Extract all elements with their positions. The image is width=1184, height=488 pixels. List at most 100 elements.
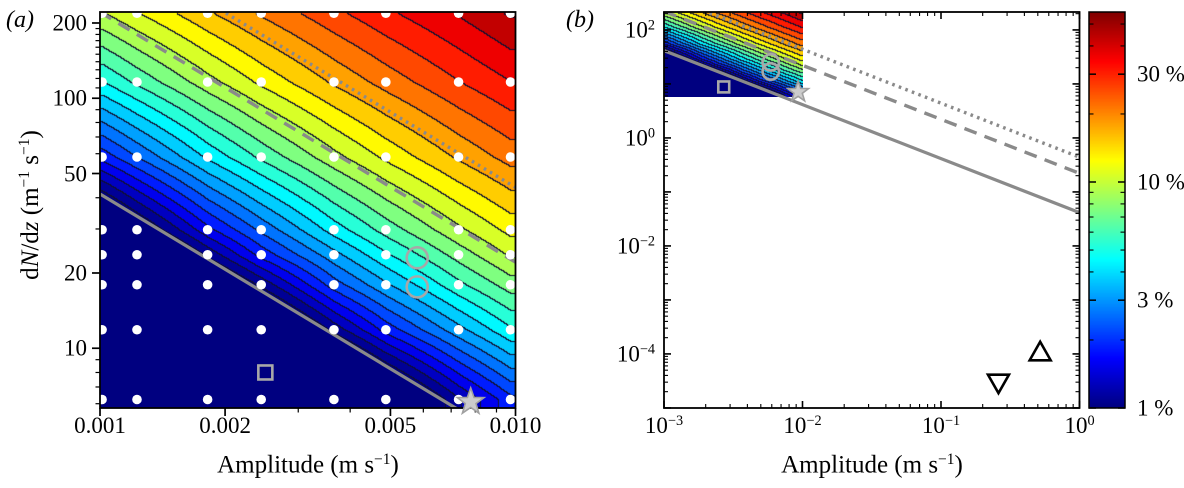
sample-dot	[381, 279, 391, 290]
sample-dot	[329, 249, 339, 260]
tick-base: 10	[624, 17, 648, 43]
sample-dot	[381, 249, 391, 260]
tick-base: 10	[783, 413, 807, 438]
label-run: d	[16, 267, 44, 280]
sample-dot	[202, 77, 213, 87]
sample-dot	[381, 324, 391, 335]
tick-exponent: −2	[806, 413, 822, 430]
label-run: z	[16, 221, 44, 232]
panel-b-x-tick-label: 10−2	[783, 414, 821, 437]
label-run: −1	[374, 451, 391, 468]
colorbar-tick-label: 10 %	[1137, 169, 1184, 195]
tick-base: 10	[1064, 413, 1088, 438]
sample-dot	[202, 224, 213, 235]
label-run: )	[16, 130, 44, 139]
sample-dot	[329, 152, 339, 162]
sample-dot	[256, 152, 267, 162]
sample-dot	[100, 12, 107, 19]
panel-a-frame	[99, 11, 517, 409]
tick-base: 10	[616, 341, 640, 367]
square-marker	[257, 364, 274, 381]
sample-dot	[505, 224, 516, 235]
sample-dot	[505, 324, 516, 335]
star-marker	[785, 78, 811, 103]
sample-dot	[329, 394, 339, 405]
sample-dot	[505, 12, 516, 19]
sample-dot	[202, 394, 213, 405]
tick-base: 10	[616, 233, 640, 259]
label-run: /d	[16, 231, 44, 251]
panel-a-y-tick-label: 20	[64, 260, 87, 286]
sample-dot	[329, 324, 339, 335]
panel-a-reference-dashed-line	[100, 12, 516, 264]
sample-dot	[329, 224, 339, 235]
label-run: )	[390, 451, 399, 479]
panel-a-x-tick-label: 0.002	[199, 413, 251, 438]
panel-a-x-tick-label: 0.001	[74, 413, 126, 438]
sample-dot	[453, 152, 464, 162]
tick-exponent: 0	[1087, 413, 1095, 430]
sample-dot	[381, 394, 391, 405]
panel-b-y-tick-label: 100	[625, 126, 655, 149]
sample-dot	[202, 152, 213, 162]
sample-dot	[505, 152, 516, 162]
panel-b-frame	[663, 11, 1081, 409]
colorbar-tick-label: 3 %	[1137, 287, 1174, 313]
label-run: (m	[16, 187, 44, 222]
sample-dot	[381, 224, 391, 235]
panel-a-contour-canvas	[100, 12, 516, 408]
tick-exponent: −1	[944, 413, 961, 430]
sample-dot	[329, 12, 339, 19]
sample-dot	[256, 224, 267, 235]
tick-base: 10	[921, 413, 945, 438]
panel-b-inset-canvas	[664, 12, 803, 97]
sample-dot	[202, 249, 213, 260]
square-marker	[716, 80, 731, 94]
sample-dot	[505, 394, 516, 405]
sample-dot	[132, 77, 142, 87]
sample-dot	[256, 394, 267, 405]
sample-dot	[453, 224, 464, 235]
circle-marker	[761, 52, 781, 72]
label-run: )	[954, 451, 963, 479]
sample-dot	[132, 12, 142, 19]
sample-dot	[100, 249, 107, 260]
sample-dot	[132, 324, 142, 335]
sample-dot	[256, 249, 267, 260]
sample-dot	[381, 152, 391, 162]
colorbar-frame	[1088, 11, 1126, 409]
sample-dot	[202, 279, 213, 290]
sample-dot	[453, 249, 464, 260]
sample-dot	[100, 224, 107, 235]
panel-b-y-tick-label: 102	[625, 18, 655, 41]
sample-dot	[453, 12, 464, 19]
sample-dot	[202, 324, 213, 335]
sample-dot	[256, 324, 267, 335]
panel-a-reference-solid-line	[100, 192, 459, 408]
panel-b-reference-dashed-line	[664, 12, 1080, 175]
label-run: N	[16, 250, 44, 268]
panel-b-x-tick-label: 100	[1064, 414, 1094, 437]
colorbar-tick-label: 30 %	[1137, 61, 1184, 87]
label-run: Amplitude (m s	[217, 451, 375, 479]
sample-dot	[100, 394, 107, 405]
sample-dot	[256, 77, 267, 87]
panel-a-y-tick-label: 10	[64, 335, 87, 361]
sample-dot	[100, 279, 107, 290]
sample-dot	[505, 279, 516, 290]
panel-a-x-tick-label: 0.010	[489, 413, 542, 438]
panel-b-x-axis-label: Amplitude (m s−1)	[781, 452, 963, 478]
sample-dot	[100, 152, 107, 162]
panel-b-x-tick-label: 10−3	[645, 414, 683, 437]
panel-a-y-axis-label: dN/dz (m−1 s−1)	[16, 130, 44, 280]
sample-dot	[100, 77, 107, 87]
sample-dot	[132, 224, 142, 235]
sample-dot	[505, 77, 516, 87]
sample-dot	[256, 279, 267, 290]
tick-exponent: −3	[667, 413, 684, 430]
label-run: −1	[16, 138, 34, 155]
label-run: Amplitude (m s	[781, 451, 939, 479]
label-run: −1	[16, 170, 34, 188]
